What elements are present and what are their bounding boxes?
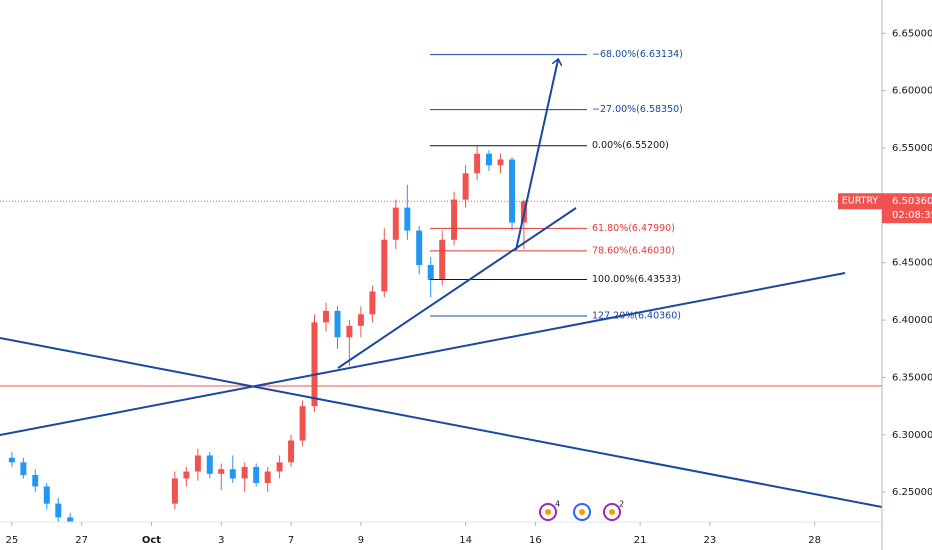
candle-body [404,207,411,231]
event-icon [609,509,615,515]
fib-label: −27.00%(6.58350) [592,104,683,115]
fib-label: 127.20%(6.40360) [592,310,681,321]
candle-body [43,486,50,504]
symbol-label: EURTRY [842,196,879,207]
x-tick-label: 16 [529,535,542,546]
candle-body [509,159,516,223]
candle-body [241,466,248,479]
drawings [0,60,882,508]
trend-line [0,272,846,436]
candle-body [229,469,236,479]
candle-body [416,230,423,266]
y-tick-label: 6.35000 [892,372,932,383]
trend-line [0,337,882,508]
candle-body [299,406,306,441]
candle-body [311,322,318,407]
candle-body [346,325,353,338]
plot-area [0,54,882,522]
candle-body [451,199,458,240]
y-tick-label: 6.30000 [892,430,932,441]
fib-label: 78.60%(6.46030) [592,245,675,256]
candle-body [183,471,190,479]
candle-body [322,310,329,323]
x-tick-label: 27 [75,535,88,546]
candle-body [288,440,295,463]
candle-body [55,503,62,518]
last-price-label: 6.50360 [892,196,932,207]
candle-body [67,517,74,522]
candle-body [369,291,376,315]
candle-body [20,462,27,475]
arrow [515,60,558,251]
event-icon [545,509,551,515]
candle-body [276,462,283,472]
countdown: 02:08:35 [892,210,932,221]
y-tick-label: 6.40000 [892,315,932,326]
trend-line [337,207,577,369]
candle-body [497,159,504,166]
candle-body [218,469,225,474]
events: 4 2 [539,500,624,521]
x-tick-label: 21 [634,535,647,546]
symbol-box [838,193,882,210]
candle-body [264,471,271,483]
candle-body [392,207,399,240]
candle-body [8,457,15,463]
candle-body [462,173,469,200]
y-tick-label: 6.25000 [892,487,932,498]
candle-body [381,239,388,292]
candle-body [334,310,341,338]
x-tick-label: 28 [808,535,821,546]
event-badge: 4 [555,500,560,509]
candle-body [206,455,213,474]
candle-body [32,474,39,487]
event-badge: 2 [619,500,624,509]
candle-body [357,314,364,326]
price-box [882,193,932,224]
candle-body [171,478,178,504]
candle-body [439,239,446,280]
candle-body [485,153,492,166]
event-icon [579,509,585,515]
x-tick-label: Oct [142,535,161,546]
y-tick-label: 6.60000 [892,86,932,97]
x-tick-label: 7 [288,535,294,546]
candle-body [253,466,260,483]
candle-body [427,265,434,280]
fib-label: 61.80%(6.47990) [592,223,675,234]
x-tick-label: 14 [459,535,472,546]
y-tick-label: 6.65000 [892,28,932,39]
x-tick-label: 25 [5,535,18,546]
fib-label: 100.00%(6.43533) [592,274,681,285]
fib-label: 0.00%(6.55200) [592,140,669,151]
fib-label: −68.00%(6.63134) [592,49,683,60]
x-tick-label: 3 [218,535,224,546]
y-tick-label: 6.45000 [892,258,932,269]
x-tick-label: 23 [704,535,717,546]
y-tick-label: 6.55000 [892,143,932,154]
candle-body [474,153,481,174]
x-tick-label: 9 [358,535,364,546]
candle-body [194,455,201,472]
